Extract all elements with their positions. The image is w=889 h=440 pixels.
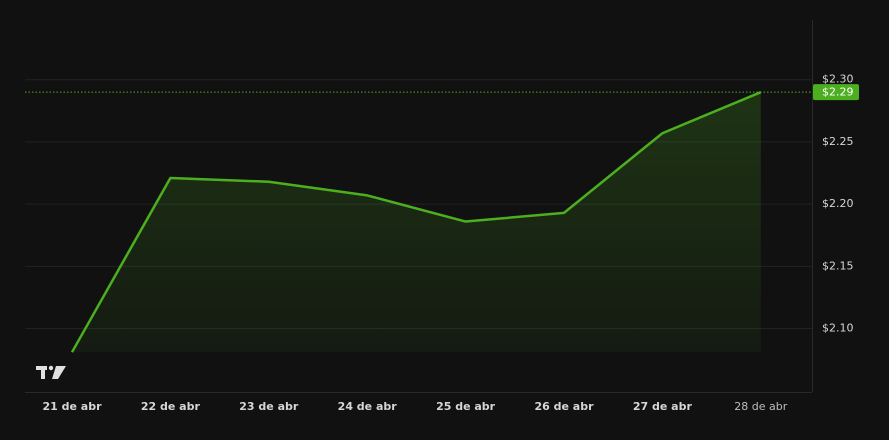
y-tick-label: $2.15 xyxy=(822,259,854,272)
x-tick-label: 26 de abr xyxy=(534,400,594,413)
x-tick-label: 28 de abr xyxy=(734,400,787,413)
logo xyxy=(36,365,66,379)
y-tick-label: $2.30 xyxy=(822,73,854,86)
line xyxy=(70,91,762,353)
y-tick-label: $2.10 xyxy=(822,322,854,335)
x-tick-label: 22 de abr xyxy=(141,400,201,413)
x-tick-label: 25 de abr xyxy=(436,400,496,413)
area-fill xyxy=(72,92,761,353)
y-tick-label: $2.20 xyxy=(822,197,854,210)
x-tick-label: 21 de abr xyxy=(42,400,102,413)
x-tick-label: 27 de abr xyxy=(633,400,693,413)
price-tag-label: $2.29 xyxy=(822,86,854,99)
price-tag xyxy=(813,84,859,101)
x-tick-label: 24 de abr xyxy=(338,400,398,413)
x-tick-label: 23 de abr xyxy=(239,400,299,413)
y-tick-label: $2.25 xyxy=(822,135,854,148)
